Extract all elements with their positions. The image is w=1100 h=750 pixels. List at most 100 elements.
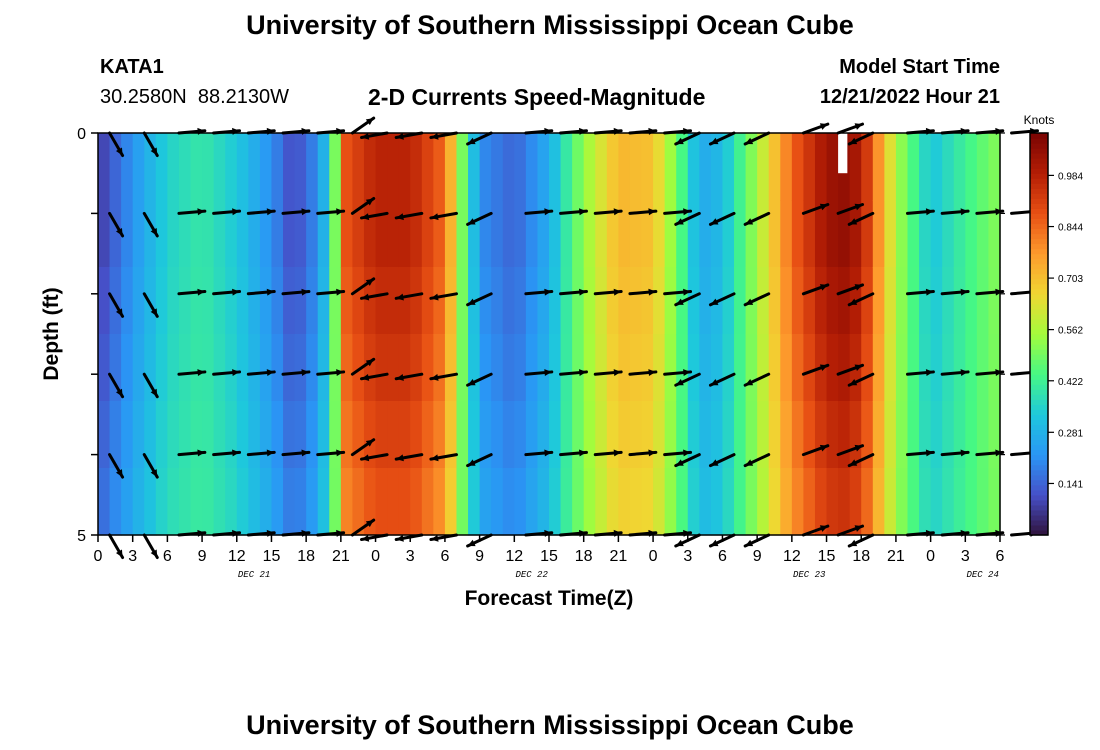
heatmap-cell (653, 200, 666, 268)
heatmap-cell (895, 334, 909, 402)
vector-head (115, 227, 123, 236)
heatmap-cell (537, 200, 550, 268)
x-tick-label: 12 (505, 548, 523, 565)
heatmap-cell (294, 200, 307, 268)
heatmap-cell (444, 334, 458, 402)
heatmap-cell (283, 401, 296, 469)
colorbar-tick-label: 0.562 (1058, 326, 1083, 337)
heatmap-cell (537, 401, 550, 469)
current-vector (350, 277, 376, 296)
heatmap-cell (306, 200, 319, 268)
current-vector (801, 444, 830, 457)
heatmap-cell (433, 200, 446, 268)
heatmap-cell (919, 401, 932, 469)
heatmap-cell (988, 468, 1001, 536)
heatmap-cell (456, 334, 469, 402)
vector-head (745, 218, 754, 225)
heatmap-cell (942, 468, 955, 536)
colorbar-frame (1029, 132, 1049, 536)
heatmap-cell (248, 267, 261, 335)
current-vector (212, 288, 242, 296)
current-vector (593, 288, 623, 296)
heatmap-cell (259, 468, 273, 536)
vector-head (925, 288, 934, 296)
current-vector (466, 292, 493, 307)
vector-head (396, 293, 404, 301)
vector-head (613, 449, 622, 457)
heatmap-cell (363, 334, 377, 402)
current-vector (905, 288, 935, 296)
current-vector (940, 288, 970, 296)
vector-head (361, 374, 370, 381)
vector-head (710, 539, 719, 547)
vector-head (578, 288, 587, 296)
colorbar-segment (1030, 494, 1048, 501)
colorbar-segment (1030, 203, 1048, 209)
colorbar-segment (1030, 374, 1048, 380)
heatmap-cell (780, 334, 793, 402)
colorbar-segment (1030, 248, 1048, 255)
heatmap-cell (930, 133, 943, 201)
vector-head (336, 208, 344, 216)
heatmap-cell (421, 200, 434, 268)
current-vector (142, 453, 159, 479)
current-vector (394, 372, 424, 381)
heatmap-cell (976, 133, 990, 201)
heatmap-cell (953, 468, 966, 536)
heatmap-cell (930, 200, 943, 268)
heatmap-cell (942, 401, 955, 469)
current-vector (975, 208, 1005, 216)
x-tick-label: 0 (94, 548, 103, 565)
heatmap-cell (121, 401, 134, 469)
heatmap-cell (98, 133, 111, 201)
vector-head (925, 208, 934, 216)
current-vector (743, 131, 771, 146)
vector-head (115, 469, 123, 478)
heatmap-cell (294, 468, 307, 536)
heatmap-cell (132, 133, 145, 201)
heatmap-cell (202, 334, 215, 402)
colorbar-segment (1030, 384, 1048, 390)
heatmap-cell (618, 200, 631, 268)
heatmap-cell (549, 133, 562, 201)
heatmap-cell (352, 133, 365, 201)
heatmap-cell (271, 334, 284, 402)
heatmap-cell (387, 334, 400, 402)
heatmap-cell (572, 133, 585, 201)
heatmap-cell (849, 133, 862, 201)
heatmap-cell (398, 468, 411, 536)
heatmap-cell (178, 133, 192, 201)
heatmap-cell (872, 200, 885, 268)
heatmap-cell (479, 267, 492, 335)
heatmap-cell (213, 401, 226, 469)
heatmap-cell (757, 200, 770, 268)
colorbar-segment (1030, 524, 1048, 531)
current-vector (663, 288, 693, 296)
current-vector (940, 369, 970, 377)
heatmap-cell (664, 468, 677, 536)
x-tick-label: 3 (128, 548, 137, 565)
colorbar-segment (1030, 328, 1048, 335)
colorbar-segment (1030, 173, 1048, 179)
heatmap-cell (109, 401, 122, 469)
current-vector (142, 292, 159, 318)
heatmap-cell (641, 133, 654, 201)
heatmap-cell (340, 468, 354, 536)
current-vector (212, 208, 242, 216)
current-vector (836, 524, 865, 537)
heatmap-cell (514, 133, 527, 201)
heatmap-cell (387, 200, 400, 268)
x-axis-label: Forecast Time(Z) (465, 587, 634, 610)
heatmap-cell (468, 133, 481, 201)
colorbar-segment (1030, 419, 1048, 426)
heatmap-cell (109, 468, 122, 536)
heatmap-cell (213, 468, 226, 536)
colorbar-segment (1030, 298, 1048, 305)
heatmap-cell (433, 334, 446, 402)
heatmap-cell (872, 267, 885, 335)
x-tick-label: 0 (926, 548, 935, 565)
heatmap-cell (491, 401, 504, 469)
heatmap-cell (387, 468, 400, 536)
heatmap-cell (710, 200, 724, 268)
current-vector (281, 449, 311, 457)
